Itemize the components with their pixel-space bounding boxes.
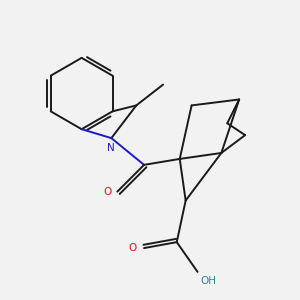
Text: O: O bbox=[128, 243, 136, 253]
Text: O: O bbox=[103, 187, 111, 196]
Text: OH: OH bbox=[200, 276, 217, 286]
Text: N: N bbox=[107, 142, 115, 153]
